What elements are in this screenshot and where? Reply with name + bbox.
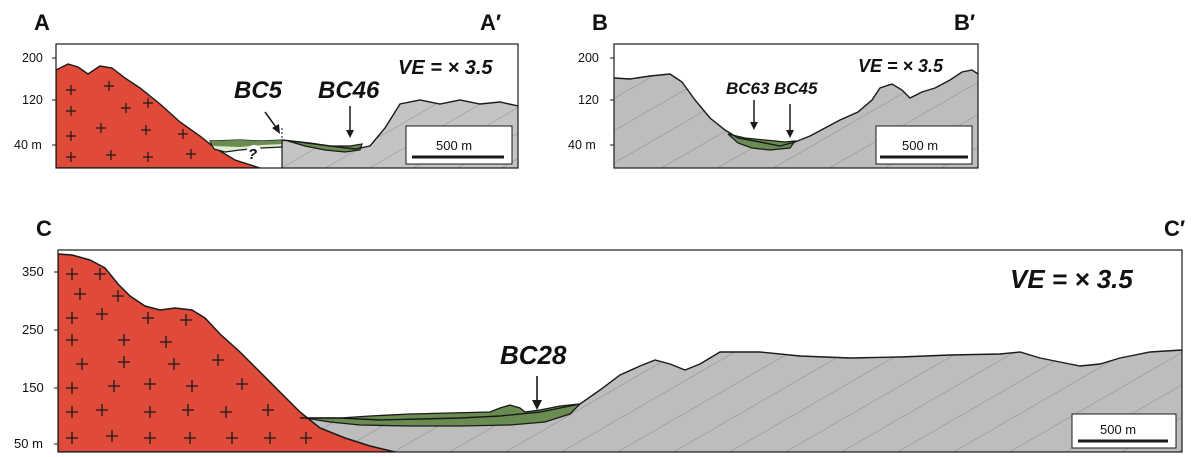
panel-a-scale-label: 500 m (436, 138, 472, 153)
panel-b-scale-label: 500 m (902, 138, 938, 153)
panel-c-granite-symbols (66, 268, 312, 444)
panel-a-granite (56, 63, 261, 168)
panel-c-scale-label: 500 m (1100, 422, 1136, 437)
panel-b-y-tick: 200 (578, 51, 599, 65)
panel-c: C C′ 350 250 150 50 m (14, 216, 1185, 453)
panel-b-start-label: B (592, 10, 608, 35)
panel-a-question-mark: ? (248, 146, 257, 163)
panel-c-terrain (58, 253, 1182, 452)
panel-b-ve-label: VE = × 3.5 (858, 56, 944, 76)
panel-c-y-tick: 150 (22, 380, 44, 395)
panel-a-y-tick: 200 (22, 51, 43, 65)
panel-b-sample-label: BC63 (726, 79, 770, 98)
panel-c-granite (58, 253, 396, 452)
panel-c-y-tick: 350 (22, 264, 44, 279)
panel-b-sample-label: BC45 (774, 79, 818, 98)
panel-b-end-label: B′ (954, 10, 975, 35)
panel-a-y-tick: 120 (22, 93, 43, 107)
panel-a-sample-label: BC46 (318, 77, 380, 104)
panel-c-infill (304, 403, 582, 427)
panel-c-start-label: C (36, 216, 52, 241)
panel-c-end-label: C′ (1164, 216, 1185, 241)
panel-a-sample-label: BC5 (234, 77, 283, 104)
panel-b: B B′ 200 120 40 m VE = × 3.5 BC63 BC45 5… (568, 10, 979, 169)
panel-b-y-tick: 40 m (568, 138, 596, 152)
panel-a-start-label: A (34, 10, 50, 35)
panel-c-ve-label: VE = × 3.5 (1010, 264, 1133, 294)
panel-c-sediment (300, 350, 1182, 452)
panel-a-granite-symbols (66, 81, 196, 162)
panel-a-ve-label: VE = × 3.5 (398, 57, 493, 79)
panel-a: A A′ 200 120 40 m (14, 10, 519, 169)
panel-c-sample-label: BC28 (500, 340, 567, 370)
panel-a-end-label: A′ (480, 10, 501, 35)
panel-b-y-tick: 120 (578, 93, 599, 107)
panel-c-y-tick: 250 (22, 322, 44, 337)
panel-c-y-tick: 50 m (14, 436, 43, 451)
panel-a-y-tick: 40 m (14, 138, 42, 152)
